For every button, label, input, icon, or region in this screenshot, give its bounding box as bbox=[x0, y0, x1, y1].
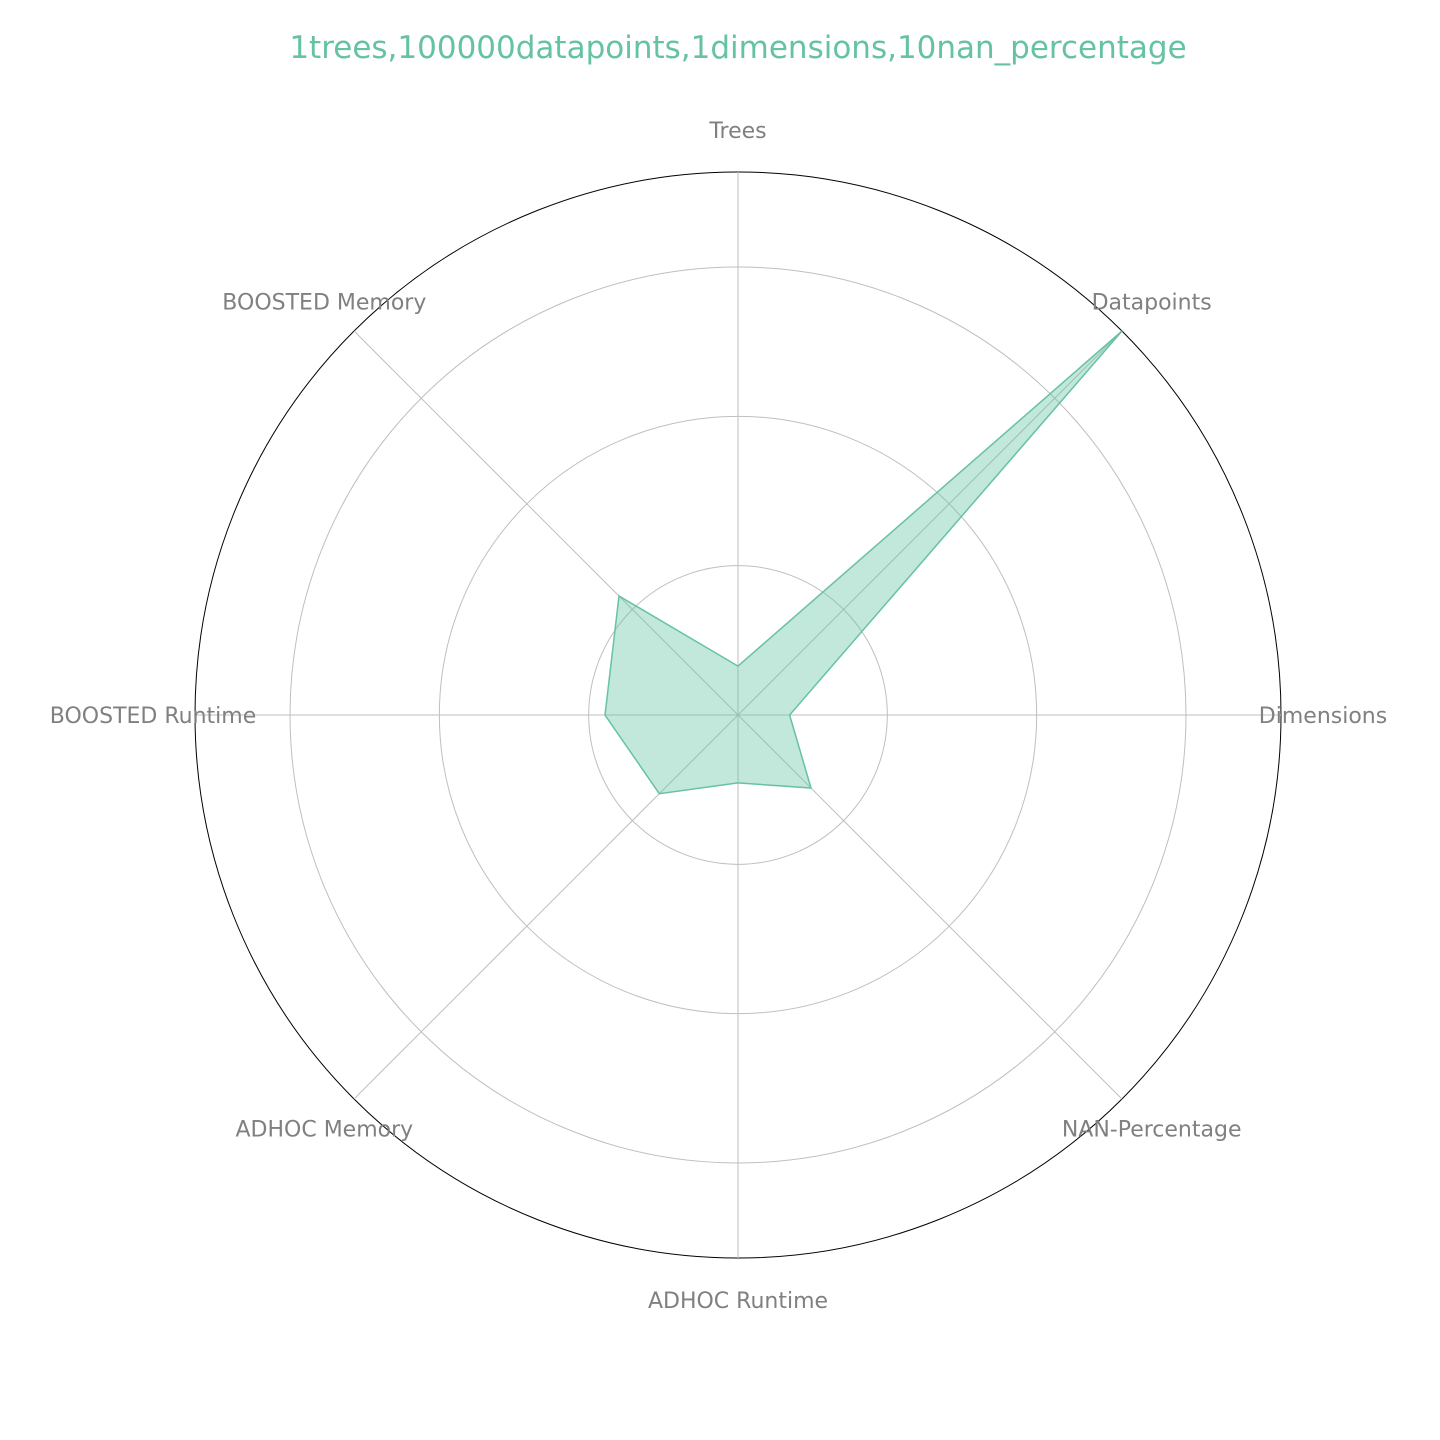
radar-series bbox=[604, 330, 1123, 795]
chart-title: 1trees,100000datapoints,1dimensions,10na… bbox=[289, 30, 1186, 66]
axis-label-6: ADHOC Memory bbox=[235, 1118, 413, 1143]
series-area-1 bbox=[604, 330, 1123, 795]
radar-spoke-2 bbox=[737, 330, 1123, 716]
axis-label-3: Dimensions bbox=[1259, 704, 1387, 729]
radar-spoke-8 bbox=[353, 330, 739, 716]
axis-label-2: Datapoints bbox=[1092, 290, 1212, 315]
radar-grid bbox=[194, 171, 1282, 1259]
radar-spoke-6 bbox=[353, 714, 739, 1100]
axis-label-8: BOOSTED Memory bbox=[222, 290, 426, 315]
radar-spoke-4 bbox=[737, 714, 1123, 1100]
axis-label-5: ADHOC Runtime bbox=[648, 1289, 828, 1314]
axis-label-4: NAN-Percentage bbox=[1062, 1118, 1242, 1143]
axis-labels: Trees Datapoints Dimensions NAN-Percentage A… bbox=[50, 119, 1387, 1314]
axis-label-1: Trees bbox=[708, 119, 766, 144]
axis-label-7: BOOSTED Runtime bbox=[50, 704, 256, 729]
